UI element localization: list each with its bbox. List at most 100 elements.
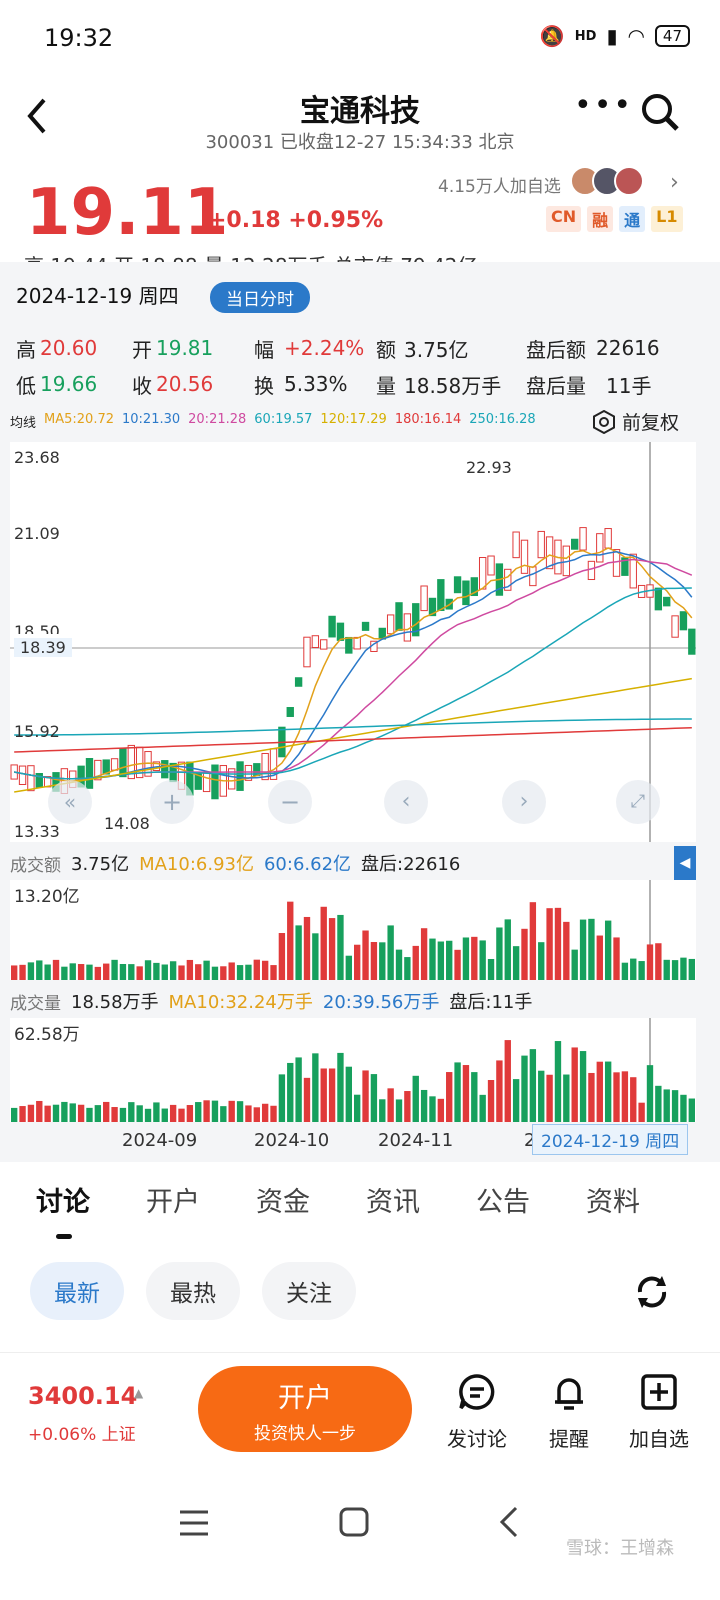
- volume-bar: [303, 1077, 311, 1122]
- adjust-selector[interactable]: 前复权: [592, 408, 679, 435]
- chevron-right-icon[interactable]: ›: [670, 170, 679, 195]
- more-icon[interactable]: •••: [574, 88, 634, 123]
- tab-news[interactable]: 资讯: [366, 1187, 420, 1218]
- volume-bar: [144, 1108, 152, 1122]
- zoom-in-button[interactable]: +: [150, 780, 194, 824]
- menu-icon[interactable]: [178, 1508, 210, 1542]
- crosshair-date-tag: 2024-12-19 周四: [532, 1124, 689, 1155]
- ma120-value: 120:17.29: [320, 412, 387, 427]
- volume-bar: [11, 965, 18, 980]
- amount-chart[interactable]: 13.20亿: [10, 880, 696, 980]
- home-icon[interactable]: [338, 1506, 370, 1542]
- volume-bar: [261, 960, 269, 980]
- zoom-out-button[interactable]: −: [268, 780, 312, 824]
- tab-profile[interactable]: 资料: [586, 1187, 640, 1218]
- volume-chart[interactable]: 62.58万: [10, 1018, 696, 1122]
- tab-announcements[interactable]: 公告: [476, 1187, 530, 1218]
- amount-value: 3.75亿: [71, 854, 130, 875]
- intraday-button[interactable]: 当日分时: [210, 282, 310, 313]
- fullscreen-button[interactable]: ⤢: [616, 780, 660, 824]
- collapse-panel-button[interactable]: ◀: [674, 846, 696, 880]
- scroll-left-button[interactable]: ‹: [384, 780, 428, 824]
- alert-button[interactable]: 提醒: [524, 1372, 614, 1452]
- volume-bar: [496, 1060, 503, 1122]
- tab-discussion[interactable]: 讨论: [36, 1187, 90, 1218]
- candle: [688, 628, 696, 655]
- volume-bar: [479, 1094, 486, 1122]
- candle: [679, 611, 688, 631]
- volume-bar: [437, 941, 445, 980]
- candle: [462, 580, 470, 606]
- candle: [545, 536, 554, 570]
- y-label-top: 23.68: [14, 448, 60, 467]
- volume-bar: [496, 927, 503, 980]
- panel-date: 2024-12-19 周四: [16, 284, 179, 308]
- chip-latest[interactable]: 最新: [30, 1262, 124, 1320]
- ma180-line: [14, 726, 692, 753]
- volume-bar: [245, 1105, 252, 1122]
- badge-connect: 通: [619, 206, 646, 232]
- volume-bar: [596, 935, 603, 980]
- volume-legend: 成交量 18.58万手 MA10:32.24万手 20:39.56万手 盘后:1…: [10, 988, 532, 1014]
- volume-bar: [370, 941, 378, 980]
- amount-ma10: MA10:6.93亿: [139, 854, 254, 875]
- followers-count[interactable]: 4.15万人加自选: [438, 177, 561, 197]
- volume-bar: [261, 1103, 269, 1122]
- volume-max: 62.58万: [14, 1025, 80, 1045]
- volume-bar: [680, 1094, 687, 1122]
- open-account-button[interactable]: 开户 投资快人一步: [198, 1366, 412, 1452]
- ma-label: 均线: [10, 416, 37, 431]
- ma250-line: [14, 718, 692, 736]
- volume-bar: [688, 1098, 695, 1122]
- volume-bar: [588, 1072, 595, 1122]
- volume-bar: [521, 928, 528, 980]
- tab-funds[interactable]: 资金: [256, 1187, 310, 1218]
- candle: [596, 533, 604, 563]
- volume-bar: [663, 1089, 670, 1122]
- stat-after-volume: 11手: [606, 373, 652, 398]
- volume-bar: [504, 1040, 511, 1122]
- search-icon[interactable]: [640, 92, 680, 132]
- volume-bar: [295, 925, 302, 980]
- volume-bar: [354, 944, 361, 980]
- candle: [428, 597, 437, 617]
- nav-back-icon[interactable]: [498, 1506, 520, 1542]
- ma5-value: MA5:20.72: [44, 412, 114, 427]
- volume-bar: [27, 1104, 35, 1122]
- volume-bar: [103, 1101, 110, 1122]
- scroll-start-button[interactable]: «: [48, 780, 92, 824]
- follower-avatars[interactable]: [570, 166, 644, 196]
- volume-bar: [111, 959, 118, 980]
- volume-bar: [420, 1089, 428, 1122]
- candle: [504, 568, 512, 591]
- volume-ma20: 20:39.56万手: [322, 992, 440, 1013]
- scroll-right-button[interactable]: ›: [502, 780, 546, 824]
- index-value[interactable]: 3400.14: [28, 1382, 138, 1410]
- volume-bar: [228, 1100, 235, 1122]
- volume-bar: [479, 940, 486, 980]
- add-watchlist-button[interactable]: 加自选: [614, 1372, 704, 1452]
- volume-bar: [395, 949, 403, 980]
- refresh-icon[interactable]: [632, 1272, 672, 1312]
- candle: [512, 531, 520, 559]
- chip-hot[interactable]: 最热: [146, 1262, 240, 1320]
- post-discussion-button[interactable]: 发讨论: [432, 1372, 522, 1452]
- kline-chart[interactable]: 23.68 21.09 18.50 15.92 13.33 18.39 22.9…: [10, 442, 696, 842]
- volume-bar: [688, 958, 695, 980]
- badge-l1: L1: [651, 206, 683, 232]
- volume-bar: [278, 1074, 286, 1122]
- candle: [361, 621, 370, 631]
- volume-bar: [52, 1104, 60, 1122]
- volume-bar: [178, 1108, 185, 1122]
- volume-bar: [354, 1094, 361, 1122]
- tab-open-account[interactable]: 开户: [146, 1187, 200, 1218]
- volume-bar: [69, 963, 76, 980]
- x-label: 2: [524, 1130, 536, 1151]
- volume-bar: [563, 1074, 570, 1122]
- back-icon[interactable]: [24, 96, 50, 145]
- chip-following[interactable]: 关注: [262, 1262, 356, 1320]
- volume-bar: [370, 1074, 378, 1122]
- ma20-value: 20:21.28: [188, 412, 247, 427]
- index-change[interactable]: +0.06% 上证: [28, 1425, 136, 1445]
- candle: [228, 768, 236, 790]
